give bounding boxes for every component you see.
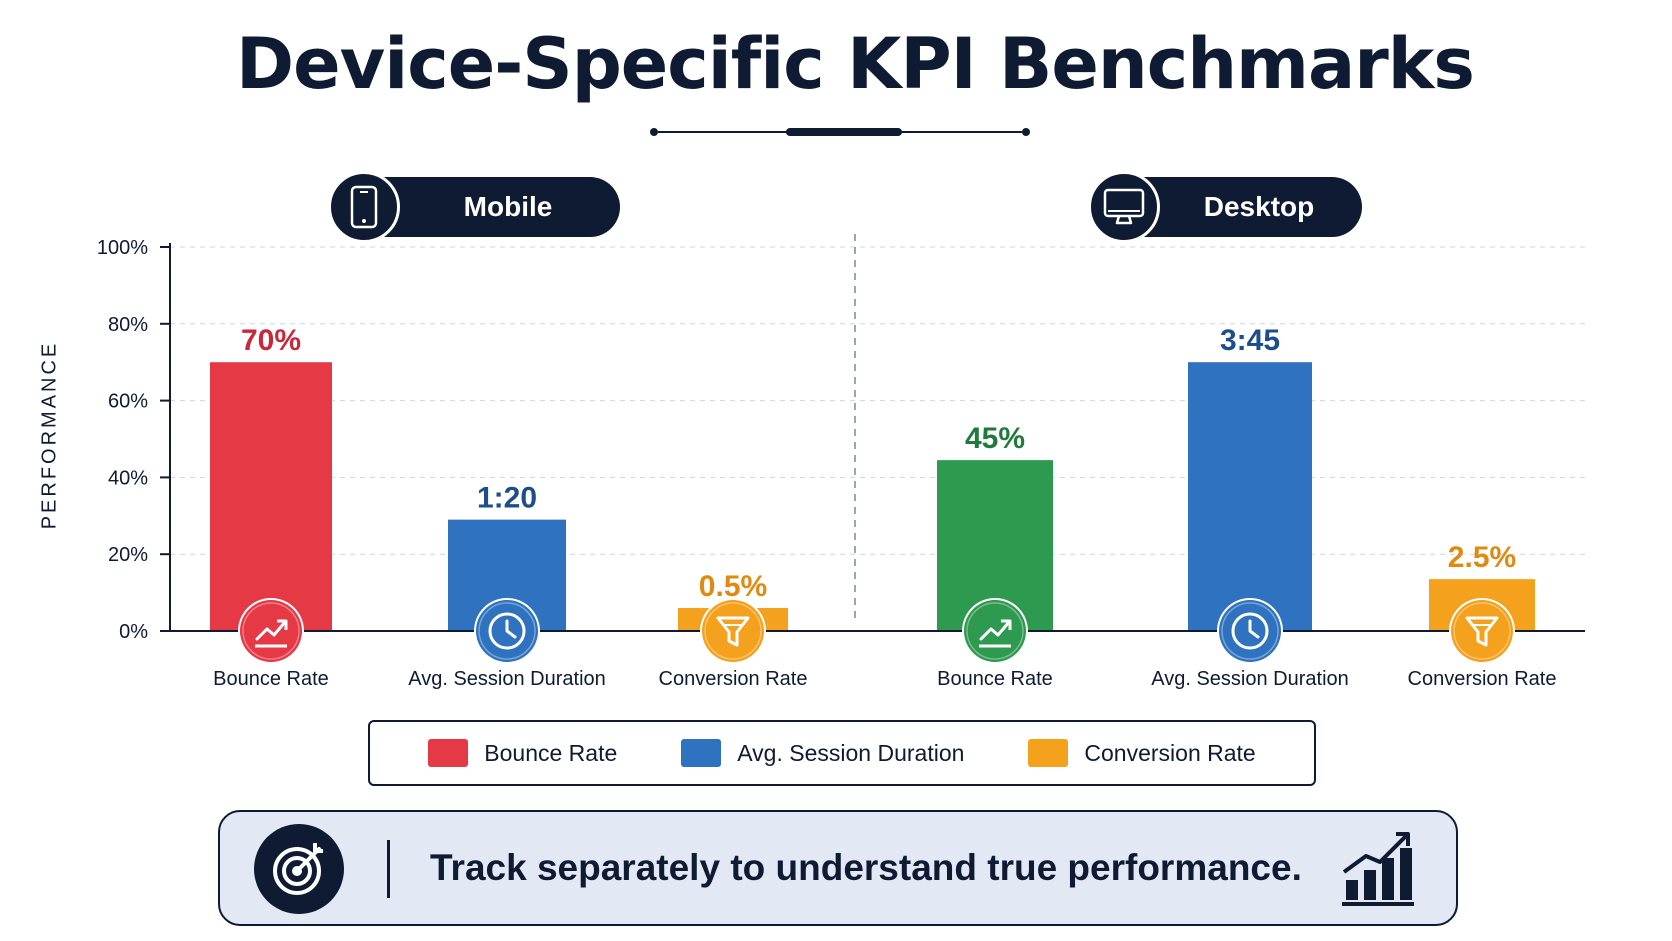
legend-item-bounce-rate: Bounce Rate xyxy=(428,739,617,767)
bar-mobile-bounce-rate xyxy=(210,362,332,631)
legend-item-conversion-rate: Conversion Rate xyxy=(1028,739,1256,767)
legend-swatch xyxy=(681,739,722,767)
y-tick-label: 40% xyxy=(108,467,148,489)
category-label-desktop-bounce-rate: Bounce Rate xyxy=(937,668,1053,690)
trend-up-icon xyxy=(962,598,1028,664)
y-tick-label: 60% xyxy=(108,391,148,413)
banner-divider xyxy=(387,840,390,898)
data-label-desktop-avg-session-duration: 3:45 xyxy=(1220,324,1280,357)
bar-chart: 0% 20% 40% 60% 80% 100% 70% Bounce Rate 1:20 Avg… xyxy=(97,234,1585,690)
page-title: Device-Specific KPI Benchmarks xyxy=(236,23,1475,105)
group-label-desktop: Desktop xyxy=(1203,191,1315,222)
legend-label: Avg. Session Duration xyxy=(737,739,965,766)
legend-swatch xyxy=(428,739,469,767)
trend-up-icon xyxy=(238,598,304,664)
smartphone-icon xyxy=(328,171,400,243)
category-label-mobile-avg-session-duration: Avg. Session Duration xyxy=(408,668,606,690)
legend-label: Conversion Rate xyxy=(1084,739,1256,766)
group-label-mobile: Mobile xyxy=(463,191,553,222)
legend-item-avg-session-duration: Avg. Session Duration xyxy=(681,739,964,767)
category-label-mobile-conversion-rate: Conversion Rate xyxy=(659,668,808,690)
data-label-desktop-conversion-rate: 2.5% xyxy=(1448,541,1516,574)
data-label-mobile-avg-session-duration: 1:20 xyxy=(477,482,537,515)
category-label-desktop-avg-session-duration: Avg. Session Duration xyxy=(1151,668,1349,690)
category-label-desktop-conversion-rate: Conversion Rate xyxy=(1408,668,1557,690)
data-label-desktop-bounce-rate: 45% xyxy=(965,422,1025,455)
legend-swatch xyxy=(1028,739,1069,767)
legend-label: Bounce Rate xyxy=(484,739,618,766)
y-tick-label: 0% xyxy=(119,621,148,643)
funnel-icon xyxy=(700,598,766,664)
group-header-desktop: Desktop xyxy=(1088,171,1362,243)
growth-chart-icon xyxy=(1342,832,1414,906)
banner-message: Track separately to understand true perf… xyxy=(430,847,1302,888)
y-tick-label: 20% xyxy=(108,544,148,566)
y-tick-label: 100% xyxy=(97,237,148,259)
takeaway-banner: Track separately to understand true perf… xyxy=(218,810,1458,926)
clock-icon xyxy=(1217,598,1283,664)
data-label-mobile-bounce-rate: 70% xyxy=(241,324,301,357)
clock-icon xyxy=(474,598,540,664)
category-label-mobile-bounce-rate: Bounce Rate xyxy=(213,668,329,690)
target-icon xyxy=(254,824,344,914)
monitor-icon xyxy=(1088,171,1160,243)
funnel-icon xyxy=(1449,598,1515,664)
data-label-mobile-conversion-rate: 0.5% xyxy=(699,570,767,603)
title-underline xyxy=(650,127,1030,137)
chart-legend: Bounce Rate Avg. Session Duration Conver… xyxy=(368,720,1316,786)
group-header-mobile: Mobile xyxy=(328,171,620,243)
y-tick-label: 80% xyxy=(108,314,148,336)
bar-desktop-avg-session-duration xyxy=(1188,362,1312,631)
